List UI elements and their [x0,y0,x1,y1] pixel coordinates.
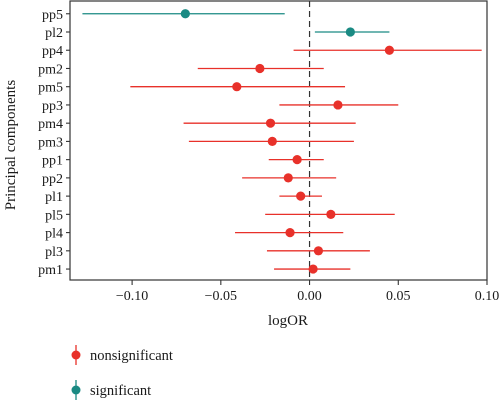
y-tick-label-pl1: pl1 [45,190,63,205]
point-estimate-pp4 [384,45,395,55]
point-estimate-pm4 [265,118,276,128]
legend-significant-marker [71,385,81,395]
y-tick-label-pm4: pm4 [38,117,63,132]
y-tick-label-pm5: pm5 [38,81,63,96]
legend-nonsignificant-marker [71,350,81,360]
y-tick-label-pp1: pp1 [42,154,63,169]
point-estimate-pl3 [313,246,324,256]
point-estimate-pl4 [285,227,295,238]
x-tick-label: 0.00 [297,289,322,304]
legend-nonsignificant-label: nonsignificant [90,348,173,364]
point-estimate-pp2 [283,173,293,183]
point-estimate-pp5 [180,9,190,19]
y-axis-title: Principal components [3,80,19,211]
x-tick-label: −0.05 [205,289,237,304]
x-tick-label: 0.05 [386,289,411,304]
y-tick-label-pp4: pp4 [42,44,63,59]
legend: nonsignificant significant [71,345,173,400]
point-estimate-pm2 [255,63,265,74]
y-tick-label-pl3: pl3 [45,245,63,260]
x-axis-title: logOR [268,313,308,329]
point-estimate-pm1 [308,264,318,274]
point-estimate-pp1 [292,155,302,165]
point-estimate-pl1 [296,191,306,201]
point-estimate-pm3 [267,136,277,147]
x-tick-label: 0.10 [475,289,499,304]
y-tick-label-pm3: pm3 [38,135,63,150]
y-tick-label-pm2: pm2 [38,62,63,77]
y-tick-label-pp3: pp3 [42,99,63,114]
y-tick-label-pp5: pp5 [42,8,63,23]
y-tick-label-pl4: pl4 [45,227,63,242]
y-tick-label-pm1: pm1 [38,263,63,278]
y-tick-label-pl2: pl2 [45,26,63,41]
y-tick-label-pl5: pl5 [45,208,63,223]
point-estimate-pl2 [345,27,355,37]
plot-panel-border [69,0,488,281]
y-tick-label-pp2: pp2 [42,172,63,187]
point-estimate-pp3 [333,100,343,110]
legend-significant-label: significant [90,383,151,399]
x-tick-label: −0.10 [116,289,148,304]
point-estimate-pl5 [326,209,336,219]
point-estimate-pm5 [232,82,242,92]
